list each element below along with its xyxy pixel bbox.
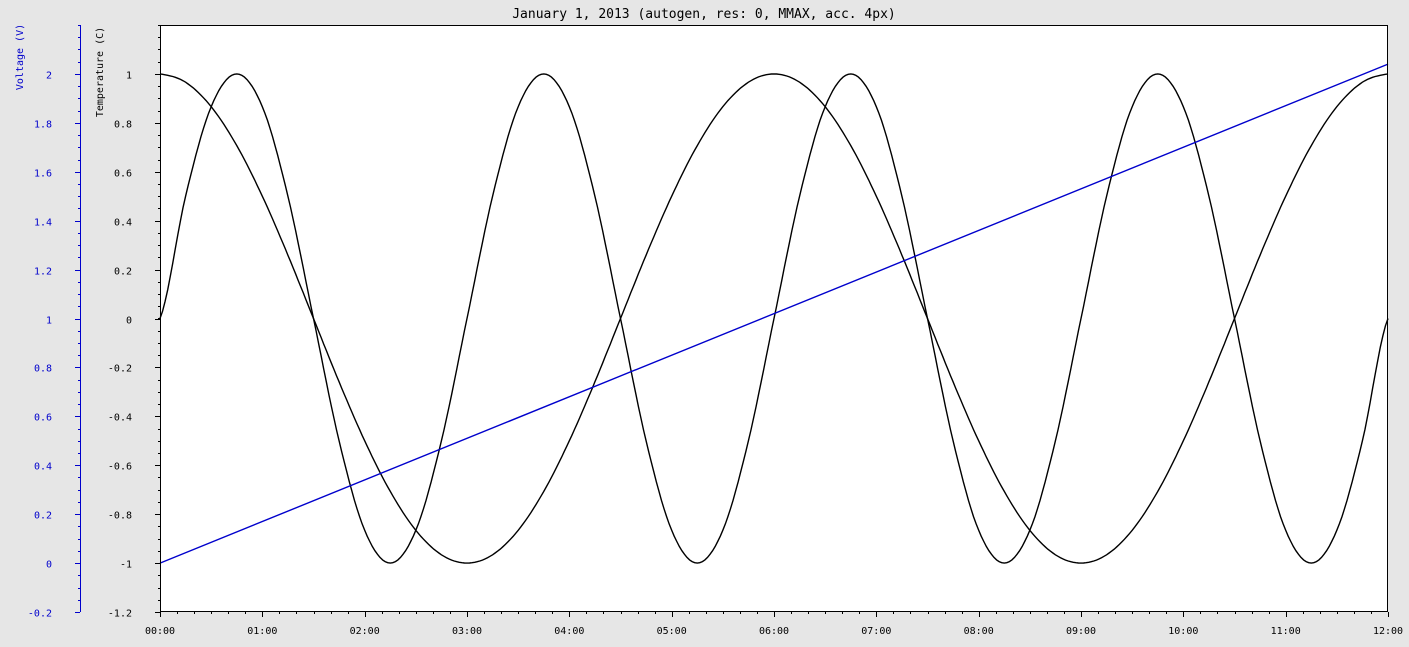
series-layer (159, 63, 1389, 564)
series-line-0 (159, 73, 1389, 564)
y-tick-label: 1.4 (34, 218, 52, 229)
y-tick-label: 1 (126, 71, 132, 82)
x-tick-label: 04:00 (554, 626, 584, 637)
x-tick-label: 11:00 (1271, 626, 1301, 637)
y-tick-label: 0.2 (114, 267, 132, 278)
y-tick-label: 0.6 (34, 413, 52, 424)
y-axis-label: Temperature (C) (95, 27, 106, 117)
x-tick-label: 06:00 (759, 626, 789, 637)
x-tick-label: 09:00 (1066, 626, 1096, 637)
y-tick-label: 1.6 (34, 169, 52, 180)
y-axis-label: Voltage (V) (15, 24, 26, 90)
chart-title: January 1, 2013 (autogen, res: 0, MMAX, … (512, 7, 896, 22)
x-tick-label: 03:00 (452, 626, 482, 637)
y-tick-label: -0.2 (28, 609, 52, 620)
y-tick-label: 0 (46, 560, 52, 571)
y-tick-label: 0.8 (34, 364, 52, 375)
x-tick-label: 07:00 (861, 626, 891, 637)
y-tick-label: 1.8 (34, 120, 52, 131)
y-tick-label: 0.4 (114, 218, 132, 229)
y-tick-label: 1 (46, 316, 52, 327)
x-tick-label: 01:00 (247, 626, 277, 637)
y-tick-label: 0.4 (34, 462, 52, 473)
y-tick-label: 0.2 (34, 511, 52, 522)
plot-frame (160, 25, 1388, 612)
x-tick-label: 00:00 (145, 626, 175, 637)
series-line-1 (159, 73, 1389, 564)
y-tick-label: 0.6 (114, 169, 132, 180)
x-tick-label: 05:00 (657, 626, 687, 637)
y-tick-label: -0.8 (108, 511, 132, 522)
x-tick-label: 10:00 (1168, 626, 1198, 637)
y-tick-label: 0 (126, 316, 132, 327)
x-tick-label: 02:00 (350, 626, 380, 637)
y-tick-label: 2 (46, 71, 52, 82)
y-tick-label: -1 (120, 560, 132, 571)
series-line-2 (159, 63, 1389, 564)
axes-layer: 00:00 01:00 02:00 03:00 04:00 05:00 06:00 07:00… (15, 24, 1403, 637)
y-tick-label: -0.6 (108, 462, 132, 473)
y-tick-label: 0.8 (114, 120, 132, 131)
y-tick-label: -1.2 (108, 609, 132, 620)
y-tick-label: 1.2 (34, 267, 52, 278)
y-tick-label: -0.4 (108, 413, 132, 424)
x-tick-label: 08:00 (964, 626, 994, 637)
y-tick-label: -0.2 (108, 364, 132, 375)
x-tick-label: 12:00 (1373, 626, 1403, 637)
